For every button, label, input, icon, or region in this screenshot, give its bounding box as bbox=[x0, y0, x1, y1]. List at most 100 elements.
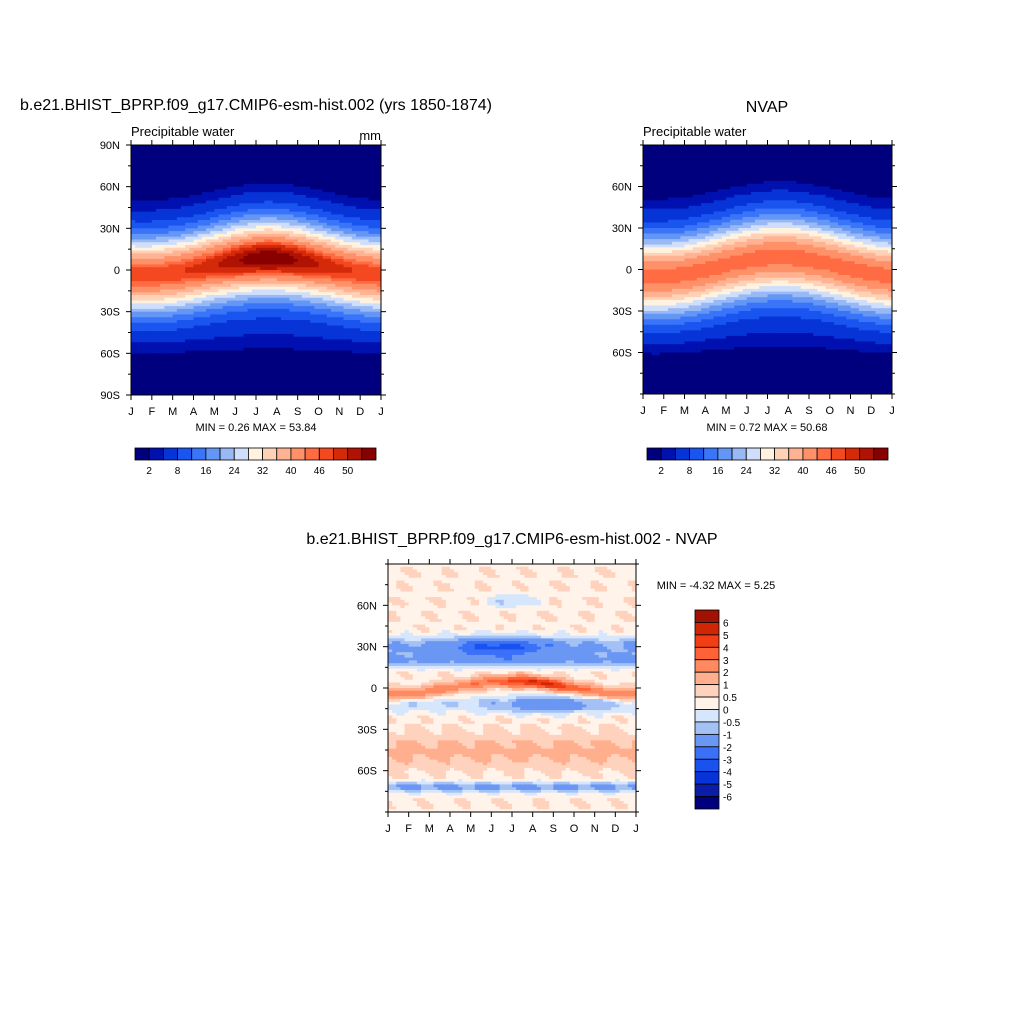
contour-cell bbox=[210, 356, 215, 360]
contour-cell bbox=[172, 295, 178, 299]
contour-cell bbox=[189, 220, 195, 224]
contour-cell bbox=[256, 220, 261, 224]
contour-cell bbox=[314, 242, 320, 246]
contour-cell bbox=[247, 364, 253, 368]
contour-cell bbox=[356, 328, 361, 332]
contour-cell bbox=[256, 197, 261, 202]
contour-cell bbox=[322, 186, 328, 191]
contour-cell bbox=[181, 211, 186, 216]
contour-cell bbox=[301, 317, 307, 321]
contour-cell bbox=[272, 164, 278, 168]
contour-cell bbox=[164, 181, 170, 185]
contour-cell bbox=[139, 192, 145, 196]
contour-cell bbox=[206, 253, 211, 257]
contour-cell bbox=[222, 217, 228, 221]
contour-cell bbox=[214, 289, 220, 293]
contour-cell bbox=[172, 361, 178, 366]
contour-cell bbox=[289, 197, 295, 202]
contour-cell bbox=[318, 264, 324, 268]
contour-cell bbox=[189, 292, 195, 296]
contour-cell bbox=[314, 153, 320, 157]
contour-cell bbox=[260, 364, 265, 368]
contour-cell bbox=[181, 195, 186, 199]
contour-cell bbox=[251, 345, 257, 349]
contour-cell bbox=[351, 270, 357, 274]
contour-cell bbox=[168, 353, 174, 357]
contour-cell bbox=[235, 183, 240, 188]
contour-cell bbox=[181, 331, 186, 335]
contour-cell bbox=[318, 367, 324, 371]
contour-cell bbox=[247, 150, 253, 154]
contour-cell bbox=[335, 297, 340, 302]
contour-cell bbox=[306, 289, 311, 293]
contour-cell bbox=[218, 208, 224, 213]
contour-cell bbox=[218, 370, 224, 374]
contour-cell bbox=[285, 203, 290, 207]
contour-cell bbox=[347, 350, 353, 354]
contour-cell bbox=[201, 189, 207, 193]
contour-cell bbox=[318, 206, 324, 210]
contour-cell bbox=[372, 283, 378, 288]
contour-cell bbox=[185, 303, 190, 307]
contour-cell bbox=[214, 356, 220, 360]
contour-cell bbox=[289, 295, 295, 299]
contour-cell bbox=[185, 197, 190, 202]
contour-cell bbox=[201, 175, 207, 179]
contour-cell bbox=[247, 353, 253, 357]
contour-cell bbox=[256, 370, 261, 374]
contour-cell bbox=[176, 253, 182, 257]
contour-cell bbox=[247, 361, 253, 366]
contour-cell bbox=[143, 181, 149, 185]
contour-cell bbox=[247, 281, 253, 285]
contour-cell bbox=[264, 228, 270, 232]
contour-cell bbox=[351, 181, 357, 185]
contour-cell bbox=[314, 328, 320, 332]
contour-cell bbox=[331, 356, 336, 360]
contour-cell bbox=[276, 222, 282, 227]
contour-cell bbox=[372, 172, 378, 177]
contour-cell bbox=[143, 306, 149, 310]
contour-cell bbox=[351, 231, 357, 235]
contour-cell bbox=[339, 325, 345, 329]
contour-cell bbox=[301, 147, 307, 152]
contour-cell bbox=[343, 353, 349, 357]
contour-cell bbox=[268, 336, 274, 341]
contour-cell bbox=[260, 281, 265, 285]
contour-cell bbox=[172, 217, 178, 221]
contour-cell bbox=[181, 183, 186, 188]
contour-cell bbox=[143, 278, 149, 282]
contour-cell bbox=[285, 245, 290, 249]
contour-cell bbox=[239, 372, 245, 377]
contour-cell bbox=[260, 345, 265, 349]
contour-cell bbox=[189, 267, 195, 271]
contour-cell bbox=[326, 311, 332, 316]
contour-cell bbox=[168, 270, 174, 274]
contour-cell bbox=[347, 258, 353, 263]
contour-cell bbox=[135, 353, 140, 357]
contour-cell bbox=[318, 197, 324, 202]
contour-cell bbox=[376, 356, 381, 360]
contour-cell bbox=[218, 320, 224, 324]
contour-cell bbox=[222, 245, 228, 249]
contour-cell bbox=[306, 156, 311, 160]
contour-cell bbox=[168, 283, 174, 288]
contour-cell bbox=[176, 192, 182, 196]
contour-cell bbox=[131, 239, 136, 243]
contour-cell bbox=[206, 256, 211, 260]
contour-cell bbox=[306, 272, 311, 277]
contour-cell bbox=[293, 317, 299, 321]
contour-cell bbox=[272, 270, 278, 274]
contour-cell bbox=[193, 320, 199, 324]
contour-cell bbox=[139, 361, 145, 366]
contour-cell bbox=[351, 372, 357, 377]
contour-cell bbox=[376, 158, 381, 163]
contour-cell bbox=[151, 178, 157, 182]
contour-cell bbox=[322, 364, 328, 368]
contour-cell bbox=[268, 258, 274, 263]
contour-cell bbox=[131, 178, 136, 182]
contour-cell bbox=[210, 172, 215, 177]
contour-cell bbox=[135, 372, 140, 377]
contour-cell bbox=[176, 242, 182, 246]
contour-cell bbox=[218, 195, 224, 199]
contour-cell bbox=[156, 347, 161, 352]
